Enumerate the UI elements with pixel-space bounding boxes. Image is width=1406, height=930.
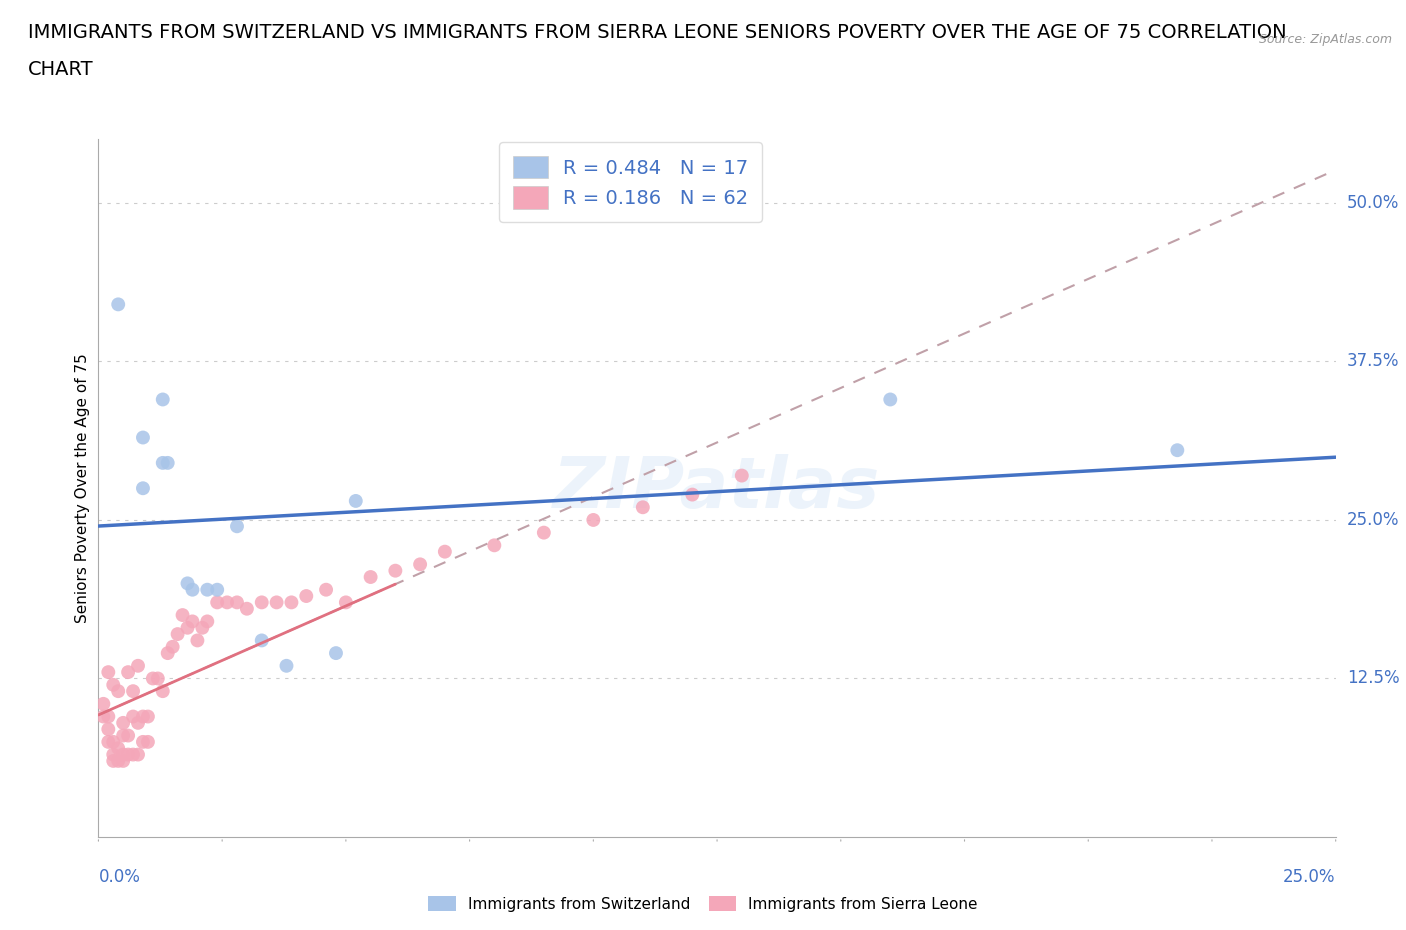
Point <box>117 728 139 743</box>
Legend: R = 0.484   N = 17, R = 0.186   N = 62: R = 0.484 N = 17, R = 0.186 N = 62 <box>499 142 762 222</box>
Point <box>97 735 120 750</box>
Text: IMMIGRANTS FROM SWITZERLAND VS IMMIGRANTS FROM SIERRA LEONE SENIORS POVERTY OVER: IMMIGRANTS FROM SWITZERLAND VS IMMIGRANT… <box>28 23 1286 42</box>
Text: CHART: CHART <box>28 60 94 79</box>
Point <box>205 582 228 597</box>
Point <box>176 576 198 591</box>
Point <box>186 633 208 648</box>
Point <box>360 569 382 584</box>
Point <box>181 582 204 597</box>
Point <box>315 582 337 597</box>
Text: ZIPatlas: ZIPatlas <box>554 454 880 523</box>
Point <box>93 697 115 711</box>
Point <box>156 456 179 471</box>
Point <box>433 544 456 559</box>
Text: 25.0%: 25.0% <box>1284 868 1336 885</box>
Point <box>146 671 169 686</box>
Point <box>191 620 214 635</box>
Point <box>117 747 139 762</box>
Legend: Immigrants from Switzerland, Immigrants from Sierra Leone: Immigrants from Switzerland, Immigrants … <box>422 889 984 918</box>
Point <box>484 538 506 552</box>
Point <box>582 512 605 527</box>
Point <box>250 595 273 610</box>
Text: Source: ZipAtlas.com: Source: ZipAtlas.com <box>1258 33 1392 46</box>
Point <box>335 595 357 610</box>
Point <box>280 595 302 610</box>
Point <box>384 564 406 578</box>
Point <box>166 627 188 642</box>
Point <box>176 620 198 635</box>
Point <box>107 753 129 768</box>
Point <box>681 487 703 502</box>
Point <box>103 735 125 750</box>
Point <box>236 602 259 617</box>
Point <box>97 722 120 737</box>
Point <box>122 684 145 698</box>
Point <box>136 735 159 750</box>
Text: 12.5%: 12.5% <box>1347 670 1399 687</box>
Text: 37.5%: 37.5% <box>1347 352 1399 370</box>
Point <box>152 684 174 698</box>
Point <box>107 741 129 756</box>
Point <box>132 735 155 750</box>
Point <box>112 728 135 743</box>
Point <box>172 607 194 622</box>
Point <box>112 753 135 768</box>
Point <box>152 392 174 407</box>
Point <box>112 747 135 762</box>
Point <box>122 709 145 724</box>
Point <box>195 582 218 597</box>
Point <box>142 671 165 686</box>
Point <box>107 684 129 698</box>
Point <box>103 753 125 768</box>
Text: 50.0%: 50.0% <box>1347 194 1399 212</box>
Point <box>217 595 239 610</box>
Point <box>879 392 901 407</box>
Point <box>250 633 273 648</box>
Point <box>731 468 754 483</box>
Point <box>205 595 228 610</box>
Point <box>226 519 249 534</box>
Point <box>162 639 184 654</box>
Point <box>533 525 555 540</box>
Point <box>97 709 120 724</box>
Point <box>132 709 155 724</box>
Point <box>127 658 149 673</box>
Text: 25.0%: 25.0% <box>1347 511 1399 529</box>
Point <box>122 747 145 762</box>
Point <box>132 430 155 445</box>
Point <box>127 715 149 730</box>
Point <box>156 645 179 660</box>
Point <box>127 747 149 762</box>
Text: 0.0%: 0.0% <box>98 868 141 885</box>
Point <box>266 595 288 610</box>
Point <box>93 709 115 724</box>
Point <box>117 665 139 680</box>
Point <box>226 595 249 610</box>
Point <box>103 677 125 692</box>
Point <box>181 614 204 629</box>
Point <box>97 665 120 680</box>
Point <box>136 709 159 724</box>
Point <box>276 658 298 673</box>
Point <box>107 297 129 312</box>
Point <box>112 715 135 730</box>
Point <box>152 456 174 471</box>
Point <box>325 645 347 660</box>
Point <box>295 589 318 604</box>
Point <box>103 747 125 762</box>
Y-axis label: Seniors Poverty Over the Age of 75: Seniors Poverty Over the Age of 75 <box>75 353 90 623</box>
Point <box>409 557 432 572</box>
Point <box>132 481 155 496</box>
Point <box>344 494 367 509</box>
Point <box>1166 443 1188 458</box>
Point <box>631 499 654 514</box>
Point <box>195 614 218 629</box>
